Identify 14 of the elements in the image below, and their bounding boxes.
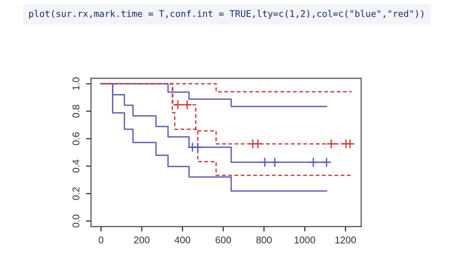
y-tick-label: 0.6	[72, 132, 80, 146]
y-tick-label: 0.2	[72, 187, 80, 200]
x-tick-label: 0	[98, 236, 104, 244]
x-tick-label: 600	[216, 236, 231, 244]
y-tick-label: 1.0	[72, 77, 80, 90]
x-tick-label: 1000	[294, 236, 316, 244]
y-tick-label: 0.0	[72, 214, 80, 228]
y-tick-label: 0.8	[72, 104, 80, 118]
x-tick-label: 400	[174, 236, 190, 244]
x-tick-label: 800	[256, 236, 272, 244]
text: plot(sur.rx,mark.time = T,conf.int = TRUE,lty=c(1,2),col=c("blue","red"))	[29, 10, 424, 19]
x-tick-label: 1200	[335, 236, 356, 244]
x-tick-label: 200	[134, 236, 150, 244]
y-tick-label: 0.4	[72, 160, 80, 173]
